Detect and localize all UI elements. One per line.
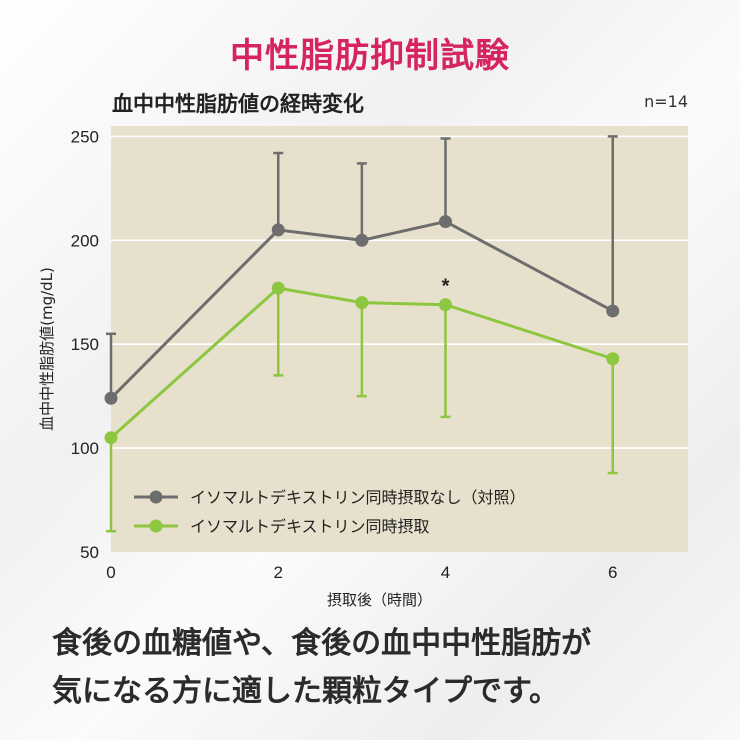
x-tick-label: 0: [106, 563, 115, 582]
sample-size-label: n=14: [644, 92, 688, 111]
x-axis-label: 摂取後（時間）: [327, 591, 432, 609]
legend-marker-control: [149, 490, 163, 504]
data-point-treatment: [438, 298, 452, 312]
significance-asterisk: *: [442, 275, 450, 297]
data-point-control: [104, 391, 118, 405]
y-tick-label: 100: [71, 439, 99, 458]
legend-label-control: イソマルトデキストリン同時摂取なし（対照）: [190, 488, 526, 507]
y-tick-label: 200: [71, 231, 99, 250]
caption-line-1: 食後の血糖値や、食後の血中中性脂肪が: [52, 626, 592, 661]
x-tick-label: 2: [274, 563, 283, 582]
data-point-treatment: [355, 296, 369, 310]
y-axis-label: 血中中性脂肪値(mg/dL): [38, 267, 56, 431]
plot-area: [111, 126, 688, 552]
data-point-treatment: [104, 431, 118, 445]
x-tick-label: 4: [441, 563, 450, 582]
chart-title: 血中中性脂肪値の経時変化: [112, 92, 364, 116]
data-point-control: [606, 304, 620, 318]
y-tick-label: 150: [71, 335, 99, 354]
page-title: 中性脂肪抑制試験: [230, 36, 510, 76]
x-tick-label: 6: [608, 563, 617, 582]
data-point-control: [355, 233, 369, 247]
data-point-control: [271, 223, 285, 237]
data-point-treatment: [271, 281, 285, 295]
data-point-treatment: [606, 352, 620, 366]
caption-line-2: 気になる方に適した顆粒タイプです。: [52, 674, 559, 709]
y-tick-label: 250: [71, 127, 99, 146]
caption: 食後の血糖値や、食後の血中中性脂肪が 気になる方に適した顆粒タイプです。: [52, 620, 712, 716]
legend-marker-treatment: [149, 519, 163, 533]
y-tick-label: 50: [80, 543, 99, 562]
data-point-control: [438, 215, 452, 229]
legend-label-treatment: イソマルトデキストリン同時摂取: [190, 517, 430, 536]
